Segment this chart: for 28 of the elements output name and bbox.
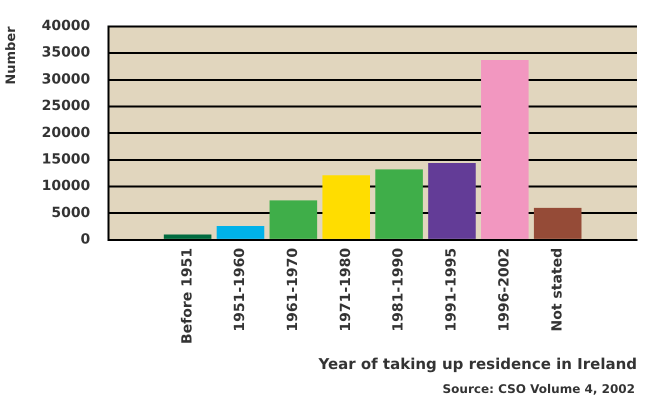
x-tick-label: 1981-1990 [390,248,407,332]
bar [428,163,476,239]
y-tick-label: 15000 [42,151,91,168]
bar [534,208,582,239]
x-tick-label: Not stated [549,248,566,332]
bar [270,200,318,239]
x-tick-label: Before 1951 [179,248,196,344]
bar [481,60,529,239]
y-tick-label: 30000 [42,71,91,88]
y-tick-label: 5000 [51,204,91,221]
y-axis-title: Number [4,26,20,85]
bar [322,175,370,239]
x-tick-label: 1991-1995 [444,248,460,332]
x-axis-title: Year of taking up residence in Ireland [317,354,637,373]
source-note: Source: CSO Volume 4, 2002 [442,382,635,396]
y-tick-label: 10000 [42,178,91,194]
bar [164,234,212,239]
x-tick-label: 1961-1970 [284,248,301,332]
y-tick-label: 25000 [42,98,91,114]
bar [216,226,264,239]
bar [375,169,423,239]
x-tick-label: 1996-2002 [496,248,512,332]
y-tick-label: 35000 [42,44,91,61]
y-tick-label: 0 [80,232,91,248]
y-tick-label: 40000 [42,18,91,34]
x-tick-label: 1951-1960 [232,248,248,332]
x-tick-label: 1971-1980 [338,248,354,332]
y-tick-label: 20000 [42,124,91,141]
